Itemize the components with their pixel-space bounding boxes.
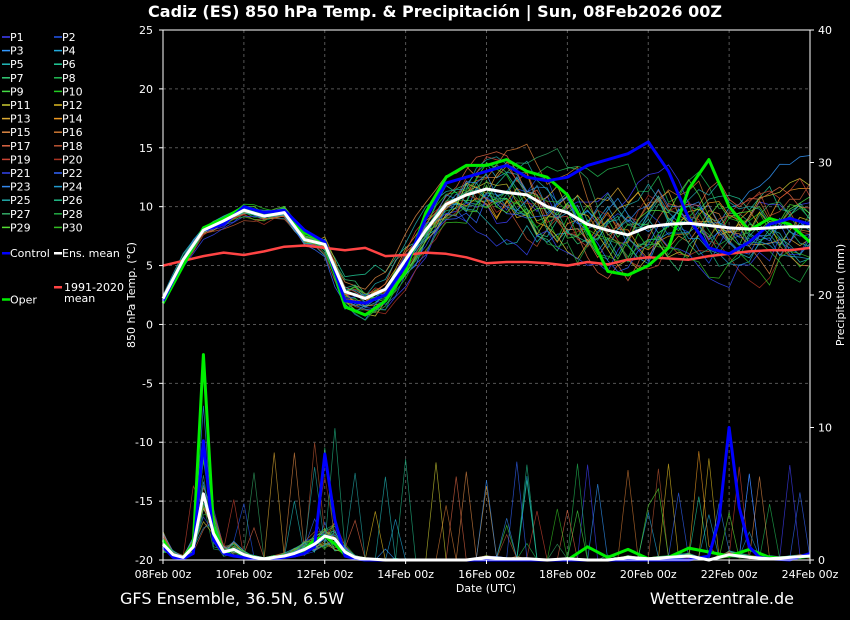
- y-tick-label-right: 0: [818, 554, 825, 567]
- y-tick-label-left: -15: [135, 495, 153, 508]
- x-tick-label: 14Feb 00z: [377, 568, 434, 581]
- legend-label: P29: [10, 221, 31, 234]
- legend-label: P2: [62, 31, 76, 44]
- legend-label: Ens. mean: [62, 247, 120, 260]
- legend-label: P25: [10, 194, 31, 207]
- y-tick-label-right: 40: [818, 24, 832, 37]
- legend-label: P5: [10, 58, 24, 71]
- legend-label: P22: [62, 167, 83, 180]
- legend-label: P18: [62, 140, 83, 153]
- ens-mean-line: [161, 187, 810, 300]
- y-tick-label-left: 5: [146, 260, 153, 273]
- legend-label: P4: [62, 45, 76, 58]
- legend-label: P3: [10, 45, 24, 58]
- legend-label: P12: [62, 99, 83, 112]
- y-axis-right: 40 30 20 10 0: [810, 24, 832, 567]
- y-axis-right-label: Precipitation (mm): [834, 244, 847, 346]
- y-tick-label-right: 10: [818, 422, 832, 435]
- y-tick-label-left: 15: [139, 142, 153, 155]
- legend-label: P8: [62, 72, 76, 85]
- x-axis-label: Date (UTC): [456, 582, 516, 595]
- legend-label: P13: [10, 113, 31, 126]
- legend-label: P28: [62, 208, 83, 221]
- x-tick-label: 08Feb 00z: [135, 568, 192, 581]
- legend-label: P11: [10, 99, 31, 112]
- y-tick-label-right: 30: [818, 157, 832, 170]
- legend-label: P30: [62, 221, 83, 234]
- series-lines: [161, 140, 811, 562]
- legend-label: P26: [62, 194, 83, 207]
- y-tick-label-left: -5: [142, 377, 153, 390]
- legend-label: P10: [62, 85, 83, 98]
- y-axis-left: 25 20 15 10 5 0 -5 -10 -15 -20: [135, 24, 163, 567]
- legend-label: P14: [62, 113, 83, 126]
- y-tick-label-left: -10: [135, 436, 153, 449]
- y-axis-left-label: 850 hPa Temp. (°C): [125, 242, 138, 348]
- legend-label: P19: [10, 153, 31, 166]
- legend-label: P27: [10, 208, 31, 221]
- legend-label: P23: [10, 181, 31, 194]
- legend-label: Control: [10, 247, 50, 260]
- legend-label: P17: [10, 140, 31, 153]
- legend-label: P24: [62, 181, 83, 194]
- footer-model-info: GFS Ensemble, 36.5N, 6.5W: [120, 589, 344, 608]
- x-tick-label: 18Feb 00z: [539, 568, 596, 581]
- y-tick-label-left: 10: [139, 201, 153, 214]
- legend-label: 1991-2020 mean: [64, 281, 124, 305]
- x-tick-label: 10Feb 00z: [216, 568, 273, 581]
- y-tick-label-left: 20: [139, 83, 153, 96]
- x-axis: 08Feb 00z 10Feb 00z 12Feb 00z 14Feb 00z 16Fe…: [135, 560, 839, 581]
- legend-label: P15: [10, 126, 31, 139]
- y-tick-label-left: 0: [146, 318, 153, 331]
- legend-label: P6: [62, 58, 76, 71]
- x-tick-label: 16Feb 00z: [458, 568, 515, 581]
- legend-label: P21: [10, 167, 31, 180]
- member-temp-line: [162, 156, 811, 301]
- y-tick-label-left: -20: [135, 554, 153, 567]
- legend-label: P9: [10, 85, 24, 98]
- x-tick-label: 12Feb 00z: [296, 568, 353, 581]
- legend-label: P20: [62, 153, 83, 166]
- legend-label: Oper: [10, 293, 37, 306]
- y-tick-label-left: 25: [139, 24, 153, 37]
- y-tick-label-right: 20: [818, 289, 832, 302]
- x-tick-label: 22Feb 00z: [701, 568, 758, 581]
- x-tick-label: 24Feb 00z: [782, 568, 839, 581]
- chart-title: Cadiz (ES) 850 hPa Temp. & Precipitación…: [148, 2, 722, 22]
- member-temp-line: [162, 193, 811, 317]
- legend-label: P7: [10, 72, 24, 85]
- legend-label: P1: [10, 31, 24, 44]
- 1991-2020-mean-line: [162, 244, 811, 267]
- x-tick-label: 20Feb 00z: [620, 568, 677, 581]
- footer-site-credit: Wetterzentrale.de: [650, 589, 794, 608]
- legend-label: P16: [62, 126, 83, 139]
- control-precip-line: [161, 426, 811, 562]
- control-line: [161, 140, 811, 305]
